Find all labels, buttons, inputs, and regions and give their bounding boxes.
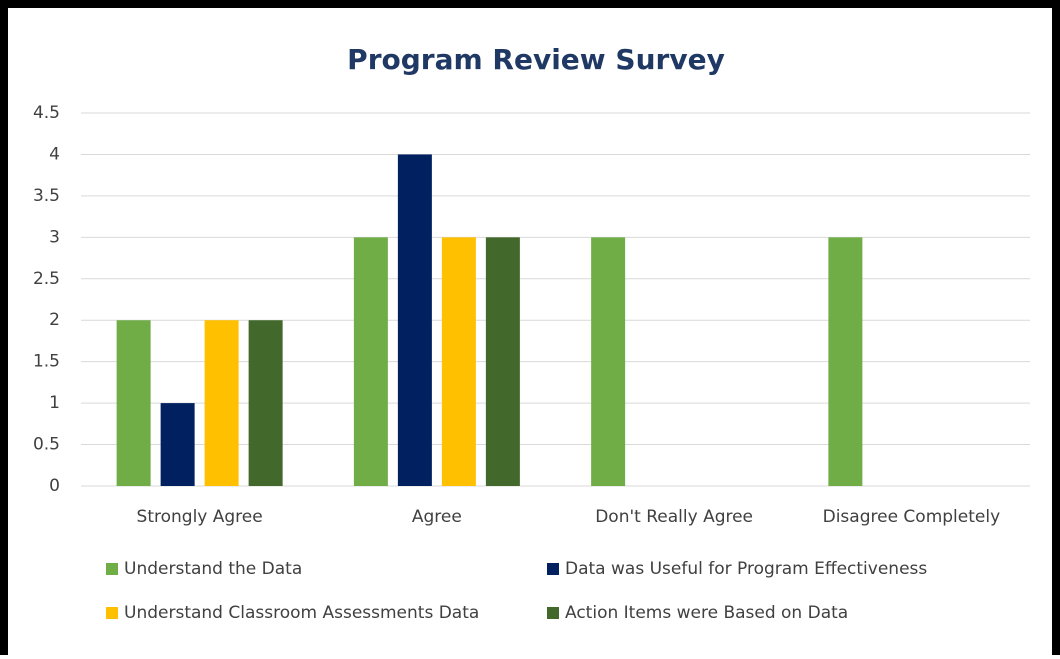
y-tick-label: 2.5 bbox=[33, 269, 60, 289]
x-tick-label: Agree bbox=[412, 507, 462, 527]
y-tick-label: 3.5 bbox=[33, 186, 60, 206]
y-tick-label: 0.5 bbox=[33, 435, 60, 455]
bar bbox=[353, 237, 388, 486]
y-tick-label: 2 bbox=[49, 310, 60, 330]
legend-swatch bbox=[547, 563, 559, 575]
bar bbox=[204, 320, 239, 486]
bar bbox=[591, 237, 626, 486]
legend-swatch bbox=[106, 607, 118, 619]
y-tick-label: 4 bbox=[49, 144, 60, 164]
bar bbox=[397, 154, 432, 486]
x-tick-label: Strongly Agree bbox=[137, 507, 263, 527]
legend-label: Data was Useful for Program Effectivenes… bbox=[565, 559, 927, 579]
x-tick-label: Don't Really Agree bbox=[595, 507, 753, 527]
y-tick-label: 1.5 bbox=[33, 352, 60, 372]
bar bbox=[828, 237, 863, 486]
legend-swatch bbox=[547, 607, 559, 619]
legend-swatch bbox=[106, 563, 118, 575]
y-tick-label: 1 bbox=[49, 393, 60, 413]
y-tick-label: 4.5 bbox=[33, 103, 60, 123]
bar bbox=[485, 237, 520, 486]
legend-label: Understand Classroom Assessments Data bbox=[124, 603, 479, 623]
legend-label: Understand the Data bbox=[124, 559, 302, 579]
bar bbox=[248, 320, 283, 486]
y-tick-label: 0 bbox=[49, 476, 60, 496]
bar bbox=[116, 320, 151, 486]
bar bbox=[441, 237, 476, 486]
legend-label: Action Items were Based on Data bbox=[565, 603, 848, 623]
y-tick-label: 3 bbox=[49, 227, 60, 247]
chart-title: Program Review Survey bbox=[347, 43, 725, 76]
x-tick-label: Disagree Completely bbox=[823, 507, 1001, 527]
bar bbox=[160, 403, 195, 486]
